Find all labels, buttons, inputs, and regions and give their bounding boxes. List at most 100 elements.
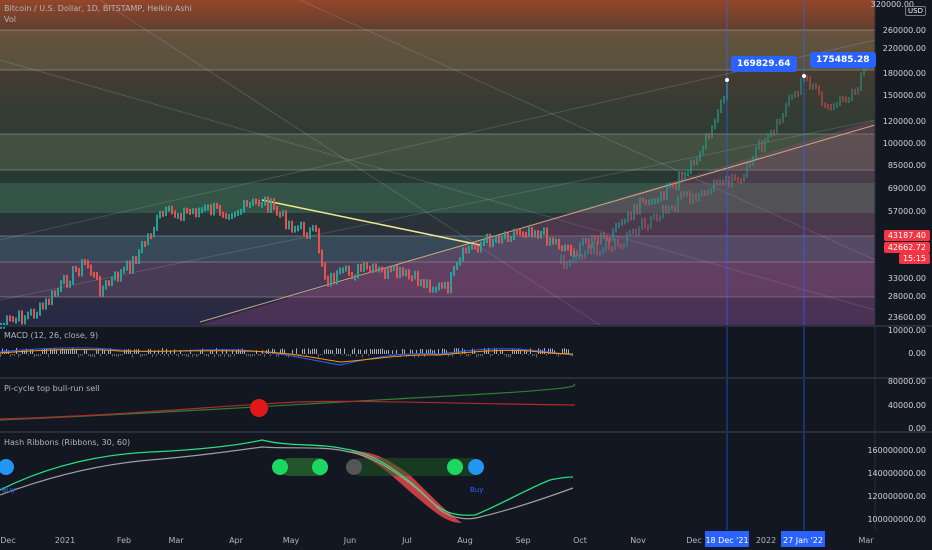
current-price-tag: 42662.72 xyxy=(883,242,930,253)
macd-bar xyxy=(386,350,387,354)
macd-bar xyxy=(210,350,211,354)
macd-axis-label: 0.00 xyxy=(908,349,926,358)
candle xyxy=(291,220,293,233)
candle xyxy=(576,250,578,257)
macd-bar xyxy=(502,349,503,354)
candle xyxy=(555,238,557,245)
macd-bar xyxy=(442,348,443,354)
macd-bar xyxy=(120,354,121,356)
candle xyxy=(534,230,536,238)
candle xyxy=(177,212,179,219)
candle xyxy=(75,265,77,272)
candle xyxy=(579,242,581,257)
macd-bar xyxy=(362,354,363,358)
candle xyxy=(693,159,695,166)
macd-bar xyxy=(280,349,281,354)
macd-bar xyxy=(92,354,93,357)
candle xyxy=(782,112,784,124)
macd-bar xyxy=(344,348,345,354)
macd-bar xyxy=(96,350,97,354)
candle xyxy=(216,202,218,209)
candle xyxy=(692,192,694,204)
candle xyxy=(734,173,736,181)
macd-bar xyxy=(524,350,525,354)
price-callout[interactable]: 175485.28 xyxy=(810,52,876,68)
macd-bar xyxy=(214,354,215,358)
macd-bar xyxy=(114,354,115,356)
symbol-title[interactable]: Bitcoin / U.S. Dollar, 1D, BITSTAMP, Hei… xyxy=(4,4,192,13)
candle xyxy=(540,230,542,239)
candle xyxy=(609,236,611,243)
time-axis-label: Nov xyxy=(630,536,646,545)
pi-cycle-pane xyxy=(0,383,576,421)
macd-bar xyxy=(50,348,51,354)
volume-label[interactable]: Vol xyxy=(4,15,16,24)
candle xyxy=(270,198,272,213)
candle xyxy=(354,274,356,281)
candle xyxy=(24,315,26,325)
candle xyxy=(33,308,35,319)
candle xyxy=(84,259,86,266)
candle xyxy=(327,275,329,287)
candle xyxy=(219,204,221,216)
macd-bar xyxy=(432,350,433,354)
macd-bar xyxy=(240,349,241,354)
candle xyxy=(696,157,698,166)
candle xyxy=(668,205,670,214)
candle xyxy=(42,302,44,310)
time-axis-strip[interactable] xyxy=(0,530,932,550)
macd-bar xyxy=(142,354,143,357)
macd-bar xyxy=(482,354,483,357)
candle xyxy=(663,191,665,201)
candle xyxy=(15,317,17,324)
price-axis-label: 85000.00 xyxy=(887,161,926,170)
macd-bar xyxy=(282,348,283,354)
price-callout[interactable]: 169829.64 xyxy=(731,56,797,72)
macd-bar xyxy=(76,348,77,354)
candle xyxy=(300,221,302,230)
hash-axis-label: 140000000.00 xyxy=(867,469,926,478)
candle xyxy=(150,233,152,240)
macd-bar xyxy=(222,349,223,354)
time-axis-label: Dec xyxy=(686,536,702,545)
macd-bar xyxy=(372,349,373,354)
macd-title[interactable]: MACD (12, 26, close, 9) xyxy=(4,331,99,340)
macd-bar xyxy=(526,349,527,354)
candle xyxy=(563,254,565,269)
macd-bar xyxy=(80,354,81,356)
macd-bar xyxy=(496,349,497,354)
candle xyxy=(839,96,841,106)
macd-bar xyxy=(300,354,301,357)
candle xyxy=(318,228,320,254)
macd-bar xyxy=(352,349,353,354)
currency-button[interactable]: USD xyxy=(905,6,926,16)
candle xyxy=(297,225,299,232)
macd-bar xyxy=(318,354,319,358)
macd-bar xyxy=(124,349,125,354)
hash-ribbons-title[interactable]: Hash Ribbons (Ribbons, 30, 60) xyxy=(4,438,131,447)
candle xyxy=(39,302,41,316)
candle xyxy=(120,269,122,282)
candle xyxy=(806,75,808,82)
candle xyxy=(656,213,658,222)
time-axis-label: Jun xyxy=(343,536,357,545)
macd-bar xyxy=(544,348,545,354)
hash-signal-green-2 xyxy=(312,459,328,475)
candle xyxy=(821,91,823,107)
macd-bar xyxy=(410,349,411,354)
pi-cycle-title[interactable]: Pi-cycle top bull-run sell xyxy=(4,384,100,393)
macd-bar xyxy=(534,354,535,356)
candle xyxy=(285,210,287,230)
macd-bar xyxy=(170,350,171,354)
candle xyxy=(48,298,50,306)
macd-bar xyxy=(158,349,159,354)
candle xyxy=(201,207,203,214)
macd-bar xyxy=(184,354,185,356)
price-candles xyxy=(0,196,575,329)
macd-bar xyxy=(56,349,57,354)
macd-bar xyxy=(304,348,305,354)
candle xyxy=(614,238,616,251)
macd-bar xyxy=(426,349,427,354)
candle xyxy=(108,280,110,287)
